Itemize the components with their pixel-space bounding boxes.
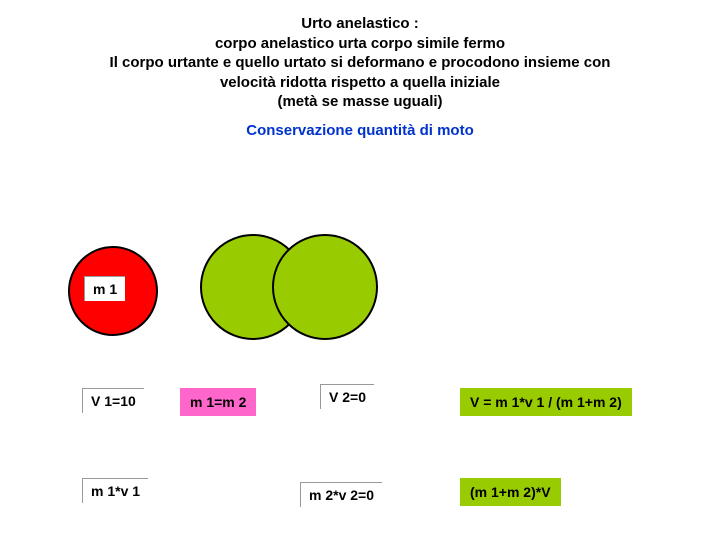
momentum-1-label: m 1*v 1 bbox=[82, 478, 148, 503]
header-line-3: Il corpo urtante e quello urtato si defo… bbox=[0, 53, 720, 73]
final-momentum-formula: (m 1+m 2)*V bbox=[460, 478, 561, 506]
header-line-4: velocità ridotta rispetto a quella inizi… bbox=[0, 73, 720, 93]
velocity-1-label: V 1=10 bbox=[82, 388, 144, 413]
final-velocity-formula: V = m 1*v 1 / (m 1+m 2) bbox=[460, 388, 632, 416]
header-line-1: Urto anelastico : bbox=[0, 14, 720, 34]
velocity-2-label: V 2=0 bbox=[320, 384, 374, 409]
header-line-2: corpo anelastico urta corpo simile fermo bbox=[0, 34, 720, 54]
header-block: Urto anelastico : corpo anelastico urta … bbox=[0, 0, 720, 112]
mass-equality-label: m 1=m 2 bbox=[180, 388, 256, 416]
header-line-5: (metà se masse uguali) bbox=[0, 92, 720, 112]
momentum-2-label: m 2*v 2=0 bbox=[300, 482, 382, 507]
mass-1-label: m 1 bbox=[84, 276, 125, 301]
circle-result-right bbox=[272, 234, 378, 340]
subheader: Conservazione quantità di moto bbox=[0, 122, 720, 139]
